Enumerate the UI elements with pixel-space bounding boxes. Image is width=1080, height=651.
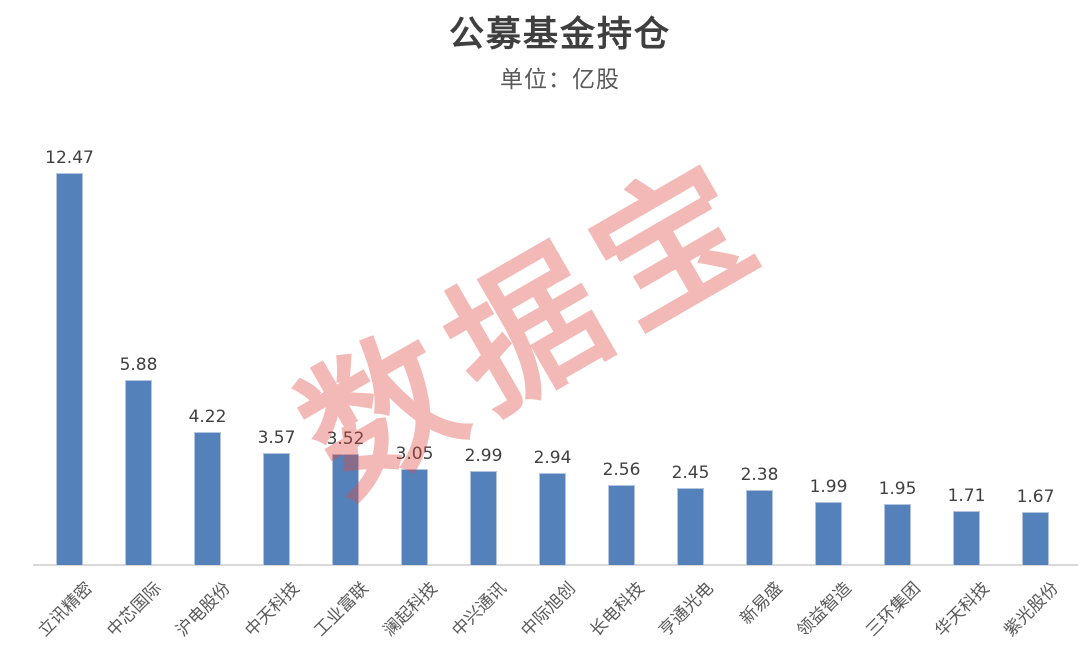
bar <box>746 490 773 565</box>
bar-slot: 2.38 新易盛 <box>725 0 794 629</box>
bar-slot: 2.99 中兴通讯 <box>448 0 518 641</box>
bar <box>332 454 359 565</box>
value-label: 1.67 <box>1016 487 1055 507</box>
bar-slot: 4.22 沪电股份 <box>172 0 242 641</box>
bar <box>608 485 635 565</box>
value-label: 2.38 <box>740 465 779 485</box>
chart-title: 公募基金持仓 <box>448 14 671 55</box>
bar-slot: 3.57 中天科技 <box>241 0 311 641</box>
bar-slot: 1.95 三环集团 <box>862 0 932 641</box>
value-label: 2.56 <box>602 460 641 480</box>
bar <box>263 453 290 565</box>
bar-slot: 1.99 领益智造 <box>793 0 863 641</box>
bar <box>56 173 83 565</box>
chart-subtitle: 单位：亿股 <box>500 67 620 93</box>
bar <box>539 473 566 565</box>
bar-slot: 2.94 中际旭创 <box>517 0 587 641</box>
value-label: 1.99 <box>809 477 848 497</box>
bar-slot: 12.47 立讯精密 <box>34 0 104 641</box>
value-label: 3.05 <box>395 444 434 464</box>
bar <box>194 432 221 565</box>
bar-slot: 3.52 工业富联 <box>310 0 380 641</box>
x-axis-line <box>33 564 1078 566</box>
bar <box>125 380 152 565</box>
bar-slot: 3.05 澜起科技 <box>379 0 449 641</box>
value-label: 4.22 <box>188 407 227 427</box>
bar <box>815 502 842 565</box>
bar-slot: 1.71 华天科技 <box>931 0 1001 641</box>
value-label: 12.47 <box>45 148 94 168</box>
bar-slot: 2.45 亨通光电 <box>655 0 725 641</box>
bar <box>1022 512 1049 565</box>
bar <box>401 469 428 565</box>
bar <box>953 511 980 565</box>
value-label: 1.95 <box>878 479 917 499</box>
value-label: 5.88 <box>119 355 158 375</box>
value-label: 1.71 <box>947 486 986 506</box>
value-label: 2.94 <box>533 448 572 468</box>
chart-header: 公募基金持仓 单位：亿股 <box>0 14 1080 94</box>
bar-slot: 1.67 紫光股份 <box>1000 0 1070 641</box>
value-label: 3.57 <box>257 428 296 448</box>
value-label: 2.45 <box>671 463 710 483</box>
bar <box>884 504 911 565</box>
bar-slot: 2.56 长电科技 <box>586 0 656 641</box>
bar <box>470 471 497 565</box>
value-label: 2.99 <box>464 446 503 466</box>
bar <box>677 488 704 565</box>
plot-area: 12.47 立讯精密 5.88 中芯国际 4.22 沪电股份 3.57 中天科技 3.52 工业富… <box>34 0 1070 641</box>
value-label: 3.52 <box>326 429 365 449</box>
bar-slot: 5.88 中芯国际 <box>103 0 173 641</box>
